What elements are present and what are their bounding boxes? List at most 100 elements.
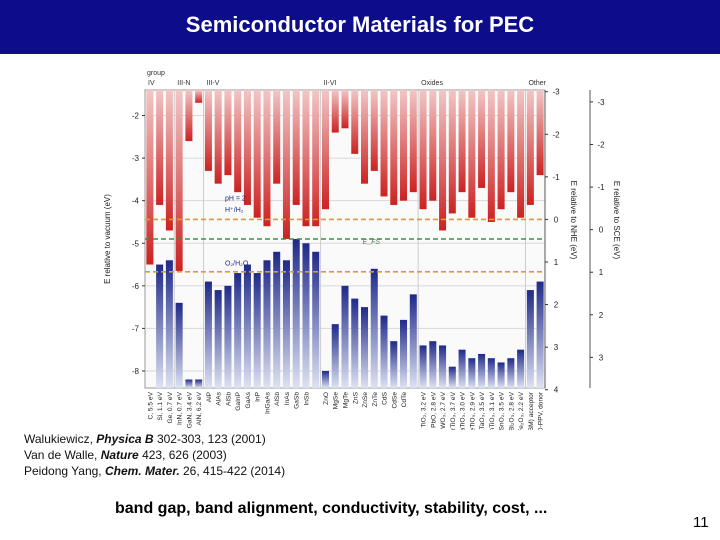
sce-tick-label: 0 (599, 226, 604, 235)
material-label: CdS (382, 391, 389, 404)
material-label: AlSb (225, 392, 232, 406)
nhe-tick-label: 4 (554, 386, 559, 395)
valence-band-bar (419, 345, 427, 388)
group-label: III-N (177, 80, 190, 87)
y-tick-label: -3 (132, 154, 140, 163)
group-label: III-V (207, 80, 220, 87)
valence-band-bar (497, 362, 505, 388)
valence-band-bar (282, 260, 290, 388)
conduction-band-bar (409, 90, 417, 193)
nhe-tick-label: 0 (554, 215, 559, 224)
conduction-band-bar (390, 90, 398, 205)
material-label: InSb (303, 392, 310, 406)
valence-band-bar (156, 264, 164, 388)
conduction-band-bar (439, 90, 447, 231)
sce-tick-label: 2 (599, 311, 604, 320)
material-label: MnTiO₃, 3.1 eV (489, 391, 496, 430)
valence-band-bar (468, 358, 476, 388)
valence-band-bar (312, 251, 320, 388)
group-header: group (147, 70, 165, 77)
conduction-band-bar (448, 90, 456, 214)
conduction-band-bar (370, 90, 378, 171)
material-label: SrTiO₃, 3.7 eV (450, 391, 457, 430)
material-label: GaSb (294, 392, 301, 409)
material-label: Si, 1.1 eV (157, 391, 164, 420)
material-label: AlSb (274, 392, 281, 406)
valence-band-bar (390, 341, 398, 388)
conduction-band-bar (419, 90, 427, 210)
group-label: Other (528, 80, 546, 87)
conduction-band-bar (351, 90, 359, 154)
material-label: TiO₂, 3.2 eV (421, 391, 428, 427)
nhe-tick-label: 2 (554, 301, 559, 310)
conduction-band-bar (497, 90, 505, 210)
references: Walukiewicz, Physica B 302-303, 123 (200… (24, 431, 285, 479)
material-label: SnO₂, 3.5 eV (499, 391, 506, 430)
material-label: MDMO-PPV, donor (538, 391, 545, 430)
valence-band-bar (526, 290, 534, 388)
nhe-tick-label: 3 (554, 343, 559, 352)
sce-tick-label: -1 (597, 183, 605, 192)
material-label: BaTiO₃, 3.0 eV (460, 391, 467, 430)
valence-band-bar (331, 324, 339, 388)
conduction-band-bar (321, 90, 329, 210)
annotation-h2: H⁺/H₂ (225, 207, 244, 214)
valence-band-bar (175, 302, 183, 388)
sce-tick-label: -2 (597, 140, 605, 149)
material-label: InGaAs (264, 391, 271, 414)
annotation-efs: E_FS (363, 239, 381, 246)
material-label: FeTiO₃, 2.9 eV (469, 391, 476, 430)
nhe-tick-label: -1 (552, 173, 560, 182)
group-label: Oxides (421, 80, 443, 87)
conduction-band-bar (380, 90, 388, 197)
slide-title: Semiconductor Materials for PEC (185, 12, 535, 37)
sce-tick-label: -3 (597, 98, 605, 107)
valence-band-bar (429, 341, 437, 388)
valence-band-bar (224, 285, 232, 388)
sce-axis-label: E relative to SCE (eV) (612, 181, 620, 260)
material-label: CdTe (401, 392, 408, 408)
conduction-band-bar (156, 90, 164, 205)
valence-band-bar (351, 298, 359, 388)
valence-band-bar (321, 370, 329, 388)
material-label: AlAs (216, 391, 223, 405)
y-tick-label: -2 (132, 112, 140, 121)
annotation-ph: pH = 2 (225, 196, 246, 203)
valence-band-bar (185, 379, 193, 388)
conduction-band-bar (273, 90, 281, 184)
valence-band-bar (409, 294, 417, 388)
conduction-band-bar (517, 90, 525, 218)
valence-band-bar (292, 239, 300, 388)
valence-band-bar (380, 315, 388, 388)
y-tick-label: -6 (132, 282, 140, 291)
conduction-band-bar (400, 90, 408, 201)
nhe-tick-label: -2 (552, 130, 560, 139)
conduction-band-bar (507, 90, 515, 193)
material-label: CdSe (391, 392, 398, 409)
valence-band-bar (214, 290, 222, 388)
conduction-band-bar (282, 90, 290, 239)
y-axis-label: E relative to vacuum (eV) (103, 194, 112, 284)
conduction-band-bar (263, 90, 271, 227)
valence-band-bar (478, 353, 486, 388)
material-label: C₆₀ (PCBM) acceptor (528, 391, 535, 430)
material-label: Bi₂O₃, 2.8 eV (508, 391, 515, 430)
conduction-band-bar (331, 90, 339, 133)
valence-band-bar (263, 260, 271, 388)
valence-band-bar (517, 349, 525, 388)
group-label: II-VI (324, 80, 337, 87)
material-label: InP (255, 391, 262, 401)
reference-2: Van de Walle, Nature 423, 626 (2003) (24, 448, 227, 462)
material-label: MgSe (333, 392, 340, 410)
material-label: Ge, 0.7 eV (167, 391, 174, 423)
footer-note: band gap, band alignment, conductivity, … (115, 500, 548, 517)
group-label: IV (148, 80, 155, 87)
conduction-band-bar (536, 90, 544, 176)
material-label: C, 5.5 eV (147, 391, 154, 419)
conduction-band-bar (341, 90, 349, 129)
conduction-band-bar (302, 90, 310, 227)
valence-band-bar (487, 358, 495, 388)
material-label: PbO, 2.8 eV (430, 391, 437, 428)
valence-band-bar (341, 285, 349, 388)
material-label: Fe₂O₃, 2.2 eV (518, 391, 525, 430)
